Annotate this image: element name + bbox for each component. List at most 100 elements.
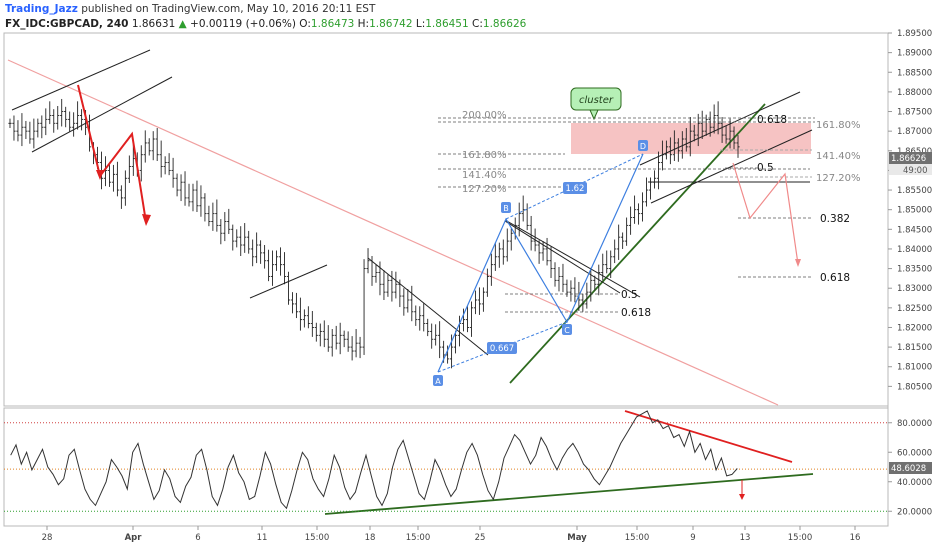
high-label: H: [357,18,370,30]
open-value: 1.86473 [310,18,355,30]
time-tick-label: May [567,533,587,543]
ret-0382-label: 0.382 [820,213,850,225]
change-up-icon: ▲ [178,18,187,30]
time-tick-label: 15:00 [625,533,650,543]
projection-arrow-head [795,259,801,267]
channel-line [11,49,151,111]
channel-line [504,220,621,294]
ret-05-mid-label: 0.5 [621,289,638,301]
fib-127-label: 127.20% [462,184,507,195]
price-pane-frame [3,32,889,407]
channel-line [31,76,173,153]
open-label: O: [299,18,311,30]
time-tick-label: 11 [257,533,268,543]
close-value: 1.86626 [482,18,527,30]
svg-text:1.86626: 1.86626 [891,154,926,164]
fib-161-label: 161.80% [462,150,507,161]
publish-line: Trading_Jazz published on TradingView.co… [5,3,375,15]
time-tick-label: 16 [850,533,861,543]
ratio-162-badge: 1.62 [563,182,587,194]
last-price-tag: 1.86626 [889,152,932,164]
point-d-marker: D [638,140,648,151]
change-value: +0.00119 (+0.06%) [190,18,296,30]
fib-141-label: 141.40% [462,170,507,181]
time-tick-label: 6 [195,533,200,543]
ohlc-line: FX_IDC:GBPCAD, 240 1.86631 ▲ +0.00119 (+… [5,18,526,30]
price-tick-label: 1.81500 [897,343,932,353]
rsi-tick-label: 20.0000 [897,507,932,517]
resistance-zone [571,123,811,154]
fib-right-161-label: 161.80% [816,120,861,131]
rsi-pane-frame [3,407,889,527]
time-tick-label: Apr [125,533,143,543]
svg-text:48.6028: 48.6028 [891,464,926,474]
symbol-label: FX_IDC:GBPCAD, 240 [5,18,129,30]
price-tick-label: 1.84500 [897,225,932,235]
ret-0618-right-label: 0.618 [820,272,850,284]
ret-0618-top-label: 0.618 [757,114,787,126]
svg-text:C: C [564,326,570,335]
rsi-tick-label: 60.0000 [897,448,932,458]
red-projection-path [77,84,147,223]
channel-line [504,219,641,298]
point-b-marker: B [501,202,511,213]
price-tick-label: 1.87000 [897,127,932,137]
svg-text:B: B [503,204,509,213]
price-tick-label: 1.85500 [897,186,932,196]
pink-downtrend-line [7,59,779,406]
price-tick-label: 1.89500 [897,29,932,39]
svg-text:1.62: 1.62 [566,184,585,194]
author-link[interactable]: Trading_Jazz [5,3,78,15]
last-price: 1.86631 [131,18,176,30]
time-tick-label: 15:00 [305,533,330,543]
price-tick-label: 1.87500 [897,108,932,118]
rsi-tick-label: 80.0000 [897,419,932,429]
time-tick-label: 15:00 [406,533,431,543]
point-c-marker: C [562,324,572,335]
price-tick-label: 1.86500 [897,147,932,157]
ret-05-top-label: 0.5 [757,162,774,174]
price-tick-label: 1.81000 [897,363,932,373]
price-tick-label: 1.83000 [897,284,932,294]
channel-line [650,129,813,204]
fib-right-141-label: 141.40% [816,151,861,162]
price-tick-label: 1.82500 [897,304,932,314]
abcd-pattern-line [437,153,644,373]
svg-text:D: D [640,142,646,151]
svg-text:A: A [435,377,441,386]
time-tick-label: 13 [740,533,751,543]
fib-right-127-label: 127.20% [816,173,861,184]
projection-path [732,162,799,265]
rsi-value-tag: 48.6028 [889,462,932,474]
cluster-callout: cluster [570,87,622,121]
price-tick-label: 1.88500 [897,68,932,78]
svg-text:0.667: 0.667 [490,344,514,354]
red-arrow-head [142,214,151,226]
time-tick-label: 18 [365,533,376,543]
price-tick-label: 1.83500 [897,265,932,275]
time-tick-label: 28 [42,533,53,543]
high-value: 1.86742 [369,18,413,30]
ratio-0667-badge: 0.667 [487,342,517,354]
rsi-down-arrow-head [739,494,745,500]
publish-info: published on TradingView.com, May 10, 20… [81,3,376,15]
price-tick-label: 1.85000 [897,206,932,216]
svg-text:49:00: 49:00 [903,166,928,176]
cluster-label: cluster [579,95,614,106]
price-tick-label: 1.84000 [897,245,932,255]
red-arrow-head [96,170,104,180]
low-value: 1.86451 [425,18,469,30]
price-tick-label: 1.89000 [897,49,932,59]
abcd-ratio-line [437,321,568,373]
rsi-tick-label: 40.0000 [897,478,932,488]
time-tick-label: 15:00 [788,533,813,543]
rsi-line [10,410,738,510]
price-tick-label: 1.82000 [897,323,932,333]
channel-line [367,257,489,356]
time-tick-label: 9 [690,533,695,543]
price-tick-label: 1.80500 [897,382,932,392]
rsi-red-resistance [624,410,793,463]
point-a-marker: A [433,375,443,386]
fib-200-label: 200.00% [462,110,507,121]
